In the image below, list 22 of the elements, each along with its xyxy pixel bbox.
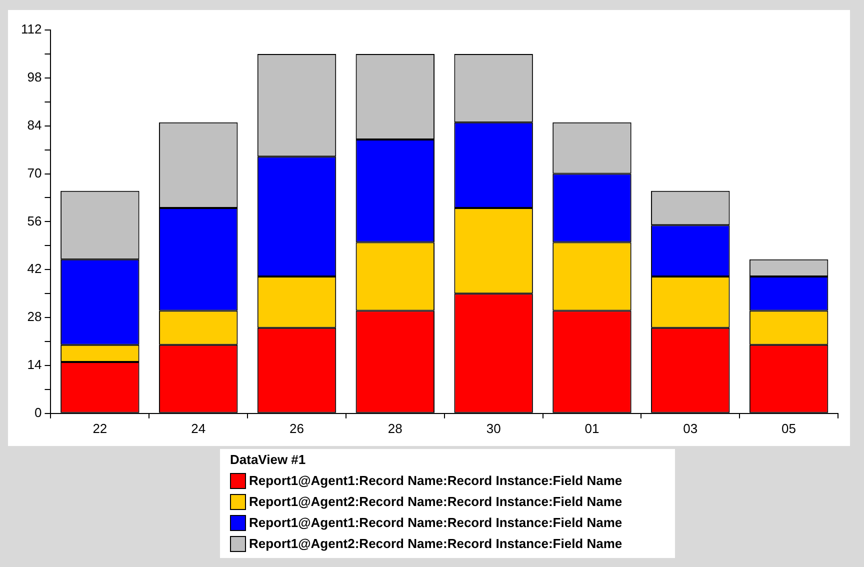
legend-label: Report1@Agent2:Record Name:Record Instance:Field Name [249,536,622,551]
y-tick-label: 112 [20,22,42,37]
x-tick-label: 22 [92,420,108,436]
legend-title: DataView #1 [230,452,307,467]
x-tick-label: 30 [486,420,501,436]
y-tick-label: 98 [27,70,42,85]
x-tick-label: 24 [191,420,206,436]
y-tick-label: 14 [27,357,42,372]
legend-label: Report1@Agent1:Record Name:Record Instance:Field Name [249,515,622,530]
x-tick-label: 03 [683,420,698,436]
x-tick-label: 01 [584,420,600,436]
y-tick-label: 84 [27,117,42,132]
y-tick-label: 0 [34,404,42,420]
y-tick-label: 70 [27,165,42,180]
y-tick-label: 56 [27,213,42,228]
x-tick-label: 26 [290,420,304,436]
legend-label: Report1@Agent2:Record Name:Record Instance:Field Name [249,494,622,509]
y-tick-label: 42 [27,261,42,276]
x-tick-label: 05 [782,420,796,436]
legend-label: Report1@Agent1:Record Name:Record Instance:Field Name [249,473,622,488]
y-tick-label: 28 [27,309,42,324]
x-tick-label: 28 [388,420,402,436]
